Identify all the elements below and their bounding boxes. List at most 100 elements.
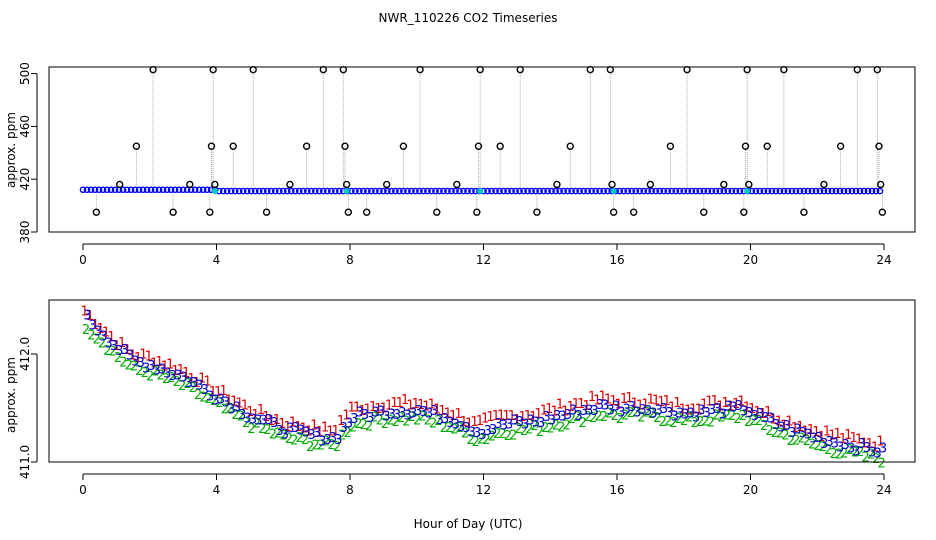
series-1-point: 1 [732,397,740,412]
series-3-point: 3 [548,414,556,429]
series-1-point: 1 [299,421,307,436]
series-2-point: 2 [493,427,501,442]
figure-title: NWR_110226 CO2 Timeseries [379,11,558,25]
series-3-point: 3 [185,376,193,391]
series-1-point: 1 [668,400,676,415]
baseline-point [776,187,784,195]
series-3-point: 3 [585,404,593,419]
baseline-point [504,187,511,195]
series-2-point: 2 [440,421,448,436]
series-3-point: 3 [420,405,428,420]
top-spike-lines [95,69,883,213]
series-2-point: 2 [781,429,789,444]
baseline-point [812,187,820,195]
series-3-point: 3 [340,421,348,436]
series-2-point: 2 [199,390,207,405]
spike-point [262,208,271,216]
series-2-point: 2 [787,434,795,449]
baseline-point [287,187,295,195]
series-1-point: 1 [807,423,815,438]
series-2-point: 2 [701,415,709,430]
series-2-point: 2 [653,411,661,426]
series-2-point: 2 [157,369,165,384]
y-tick-label: 411.0 [18,445,32,479]
bottom-y-axis: 411.0 412.0 [18,337,38,479]
series-2-point: 2 [210,394,218,409]
series-3-point: 3 [169,369,177,384]
series-1-point: 1 [588,390,596,405]
series-1-point: 1 [721,396,729,411]
series-2-point: 2 [829,447,837,462]
series-2-point: 2 [376,413,384,428]
series-3-point: 3 [799,426,807,441]
x-tick-label: 0 [79,253,87,267]
series-2-point: 2 [258,422,266,437]
series-2-point: 2 [285,432,293,447]
series-3-point: 3 [307,428,315,443]
series-2-point: 2 [456,421,464,436]
spike-point [553,180,561,189]
series-2-point: 2 [552,419,560,434]
baseline-point [179,186,187,194]
series-2-point: 2 [98,337,106,352]
series-2-point: 2 [445,421,453,436]
baseline-point [788,187,796,195]
baseline-point [332,187,339,195]
series-2-point: 2 [290,434,298,449]
baseline-point [384,187,391,195]
baseline-point [808,187,816,195]
baseline-point [271,187,279,195]
series-3-point: 3 [831,437,839,452]
series-2-point: 2 [685,411,693,426]
series-2-point: 2 [167,371,175,386]
baseline-point [364,187,371,195]
series-2-point: 2 [386,414,394,429]
baseline-point [852,187,860,195]
series-2-point: 2 [135,364,143,379]
baseline-point [203,186,211,194]
series-3-point: 3 [740,405,748,420]
series-2-point: 2 [707,415,715,430]
series-3-point: 3 [142,361,150,376]
series-2-point: 2 [680,414,688,429]
baseline-point [99,186,107,194]
baseline-point [704,187,712,195]
series-3-point: 3 [430,404,438,419]
series-2-point: 2 [279,428,287,443]
baseline-point [492,187,499,195]
baseline-point [696,187,704,195]
series-1-point: 1 [203,374,211,389]
series-1-point: 1 [171,364,179,379]
spike-point [666,142,675,150]
series-3-point: 3 [569,403,577,418]
series-2-point: 2 [723,409,731,424]
series-1-point: 1 [417,398,425,413]
baseline-point [420,187,427,195]
series-3-point: 3 [574,409,582,424]
series-3-point: 3 [414,404,422,419]
baseline-point [408,187,415,195]
baseline-point [528,187,535,195]
series-3-point: 3 [532,415,540,430]
series-2-point: 2 [253,416,261,431]
baseline-point [95,186,103,194]
series-3-point: 3 [671,410,679,425]
baseline-point [800,187,808,195]
series-1-point: 1 [785,415,793,430]
baseline-point [195,186,203,194]
cyan-highlight-point [744,188,751,195]
series-1-point: 1 [433,402,441,417]
series-1-point: 1 [369,400,377,415]
series-1-point: 1 [348,401,356,416]
baseline-point [416,187,423,195]
series-2-point: 2 [365,419,373,434]
series-3-point: 3 [436,413,444,428]
series-1-point: 1 [780,418,788,433]
baseline-point [548,187,555,195]
series-3-point: 3 [457,420,465,435]
x-tick-label: 20 [743,253,758,267]
series-1-point: 1 [326,425,334,440]
series-3-point: 3 [628,400,636,415]
series-1-point: 1 [422,400,430,415]
